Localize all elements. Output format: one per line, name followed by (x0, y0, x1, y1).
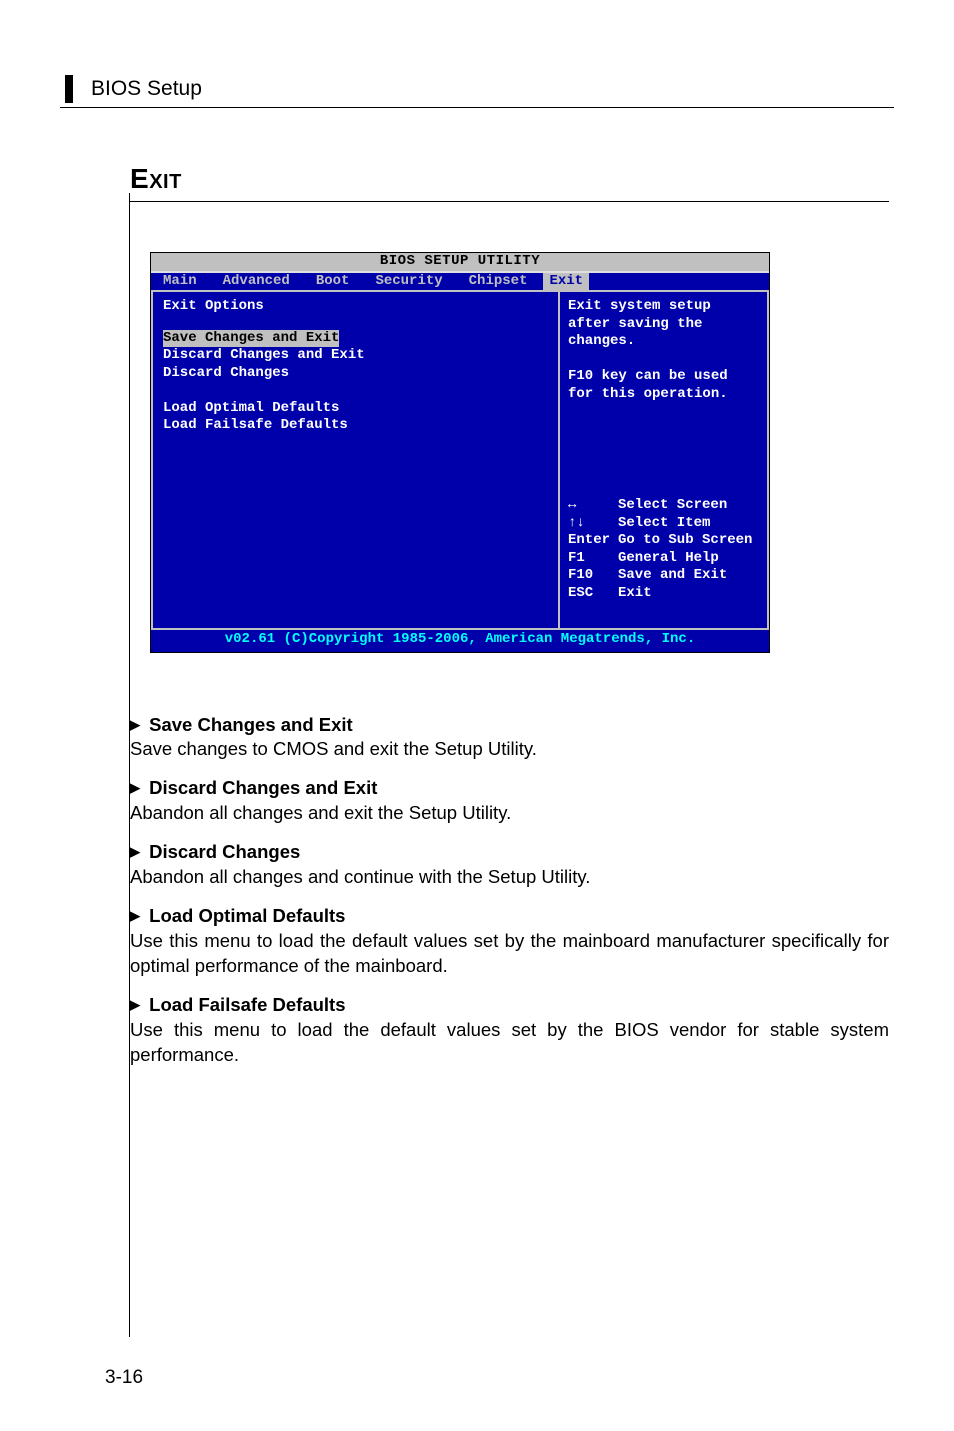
bios-menu-item[interactable]: Save Changes and Exit (163, 330, 339, 348)
description-block: ▶ Load Failsafe DefaultsUse this menu to… (130, 993, 889, 1068)
description-body: Use this menu to load the default values… (130, 929, 889, 979)
description-title: ▶ Discard Changes and Exit (130, 776, 889, 801)
bios-key-hint: F1General Help (568, 550, 759, 568)
bios-footer: v02.61 (C)Copyright 1985-2006, American … (151, 630, 769, 652)
bios-tab-exit[interactable]: Exit (543, 273, 589, 291)
triangle-icon: ▶ (130, 997, 140, 1012)
bios-tab-boot[interactable]: Boot (306, 273, 366, 291)
bios-left-heading: Exit Options (163, 298, 548, 316)
description-title: ▶ Load Failsafe Defaults (130, 993, 889, 1018)
bios-tab-bar: MainAdvancedBootSecurityChipsetExit (151, 271, 769, 291)
bios-tab-main[interactable]: Main (153, 273, 213, 291)
bios-menu-item[interactable]: Discard Changes and Exit (163, 347, 548, 365)
bios-key-hint: ↔Select Screen (568, 497, 759, 515)
bios-help-line: after saving the (568, 316, 759, 334)
bios-key-hint: ↑↓Select Item (568, 515, 759, 533)
description-title: ▶ Save Changes and Exit (130, 713, 889, 738)
page-number: 3-16 (105, 1367, 143, 1389)
triangle-icon: ▶ (130, 908, 140, 923)
triangle-icon: ▶ (130, 780, 140, 795)
header-bar-icon (65, 75, 73, 103)
bios-help-panel: Exit system setupafter saving thechanges… (559, 290, 769, 630)
section-title: EXIT (130, 163, 889, 202)
description-body: Abandon all changes and continue with th… (130, 865, 889, 890)
description-block: ▶ Load Optimal DefaultsUse this menu to … (130, 904, 889, 979)
bios-help-line (568, 351, 759, 369)
bios-tab-advanced[interactable]: Advanced (213, 273, 306, 291)
description-body: Save changes to CMOS and exit the Setup … (130, 737, 889, 762)
triangle-icon: ▶ (130, 844, 140, 859)
bios-tab-security[interactable]: Security (365, 273, 458, 291)
description-title: ▶ Load Optimal Defaults (130, 904, 889, 929)
bios-left-panel: Exit Options Save Changes and ExitDiscar… (151, 290, 559, 630)
bios-help-line: for this operation. (568, 386, 759, 404)
description-title: ▶ Discard Changes (130, 840, 889, 865)
bios-key-hint: EnterGo to Sub Screen (568, 532, 759, 550)
description-block: ▶ Discard ChangesAbandon all changes and… (130, 840, 889, 890)
bios-tab-chipset[interactable]: Chipset (459, 273, 544, 291)
page-header: BIOS Setup (60, 75, 894, 108)
vertical-rule (129, 193, 130, 1337)
bios-key-hint: ESCExit (568, 585, 759, 603)
bios-window-title: BIOS SETUP UTILITY (151, 253, 769, 271)
triangle-icon: ▶ (130, 717, 140, 732)
bios-menu-item[interactable]: Discard Changes (163, 365, 548, 383)
bios-help-line: Exit system setup (568, 298, 759, 316)
bios-key-hint: F10Save and Exit (568, 567, 759, 585)
bios-menu-item[interactable]: Load Failsafe Defaults (163, 417, 548, 435)
bios-help-line: F10 key can be used (568, 368, 759, 386)
description-body: Use this menu to load the default values… (130, 1018, 889, 1068)
bios-help-line: changes. (568, 333, 759, 351)
description-block: ▶ Save Changes and ExitSave changes to C… (130, 713, 889, 763)
bios-screenshot: BIOS SETUP UTILITY MainAdvancedBootSecur… (150, 252, 770, 653)
bios-menu-item[interactable]: Load Optimal Defaults (163, 400, 548, 418)
description-block: ▶ Discard Changes and ExitAbandon all ch… (130, 776, 889, 826)
header-title: BIOS Setup (91, 77, 202, 101)
description-body: Abandon all changes and exit the Setup U… (130, 801, 889, 826)
